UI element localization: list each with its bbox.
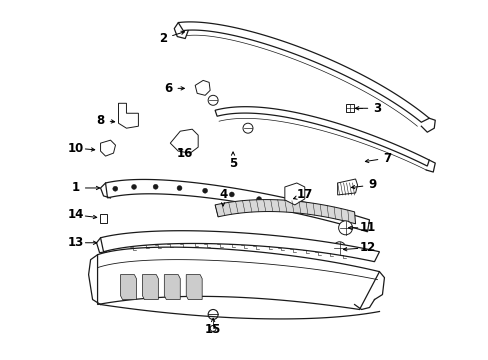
Text: 12: 12	[359, 241, 375, 254]
Text: 3: 3	[373, 102, 381, 115]
Polygon shape	[142, 275, 158, 300]
Text: 11: 11	[359, 221, 375, 234]
Polygon shape	[101, 140, 115, 156]
Polygon shape	[105, 179, 369, 232]
Polygon shape	[215, 107, 428, 166]
Polygon shape	[285, 183, 304, 205]
Circle shape	[283, 202, 288, 207]
Circle shape	[153, 184, 158, 189]
Text: 17: 17	[296, 188, 312, 202]
Circle shape	[131, 184, 136, 189]
Circle shape	[243, 123, 252, 133]
Circle shape	[338, 221, 352, 235]
Polygon shape	[337, 179, 357, 195]
Text: 10: 10	[67, 141, 83, 155]
Circle shape	[202, 188, 207, 193]
Text: 15: 15	[204, 323, 221, 336]
Circle shape	[177, 186, 182, 190]
Polygon shape	[98, 247, 379, 310]
Circle shape	[333, 242, 345, 254]
Text: 13: 13	[67, 236, 83, 249]
Polygon shape	[215, 199, 355, 224]
Polygon shape	[120, 275, 136, 300]
Text: 1: 1	[71, 181, 80, 194]
Polygon shape	[164, 275, 180, 300]
Polygon shape	[186, 275, 202, 300]
Text: 4: 4	[219, 188, 227, 202]
Text: 7: 7	[383, 152, 391, 165]
Circle shape	[208, 95, 218, 105]
Polygon shape	[118, 103, 138, 128]
Polygon shape	[170, 129, 198, 153]
Circle shape	[208, 310, 218, 319]
Text: 2: 2	[159, 32, 167, 45]
Circle shape	[113, 186, 118, 191]
Text: 5: 5	[228, 157, 237, 170]
Text: 14: 14	[67, 208, 83, 221]
Circle shape	[229, 192, 234, 197]
Polygon shape	[101, 231, 379, 262]
Text: 8: 8	[96, 114, 104, 127]
Text: 6: 6	[164, 82, 172, 95]
Polygon shape	[178, 22, 428, 122]
Circle shape	[256, 197, 261, 202]
Text: 9: 9	[367, 179, 376, 192]
Circle shape	[335, 215, 340, 220]
Circle shape	[310, 208, 315, 213]
Text: 16: 16	[177, 147, 193, 159]
Circle shape	[210, 325, 216, 332]
Polygon shape	[195, 80, 210, 95]
Bar	[345, 104, 353, 112]
Bar	[100, 214, 106, 223]
